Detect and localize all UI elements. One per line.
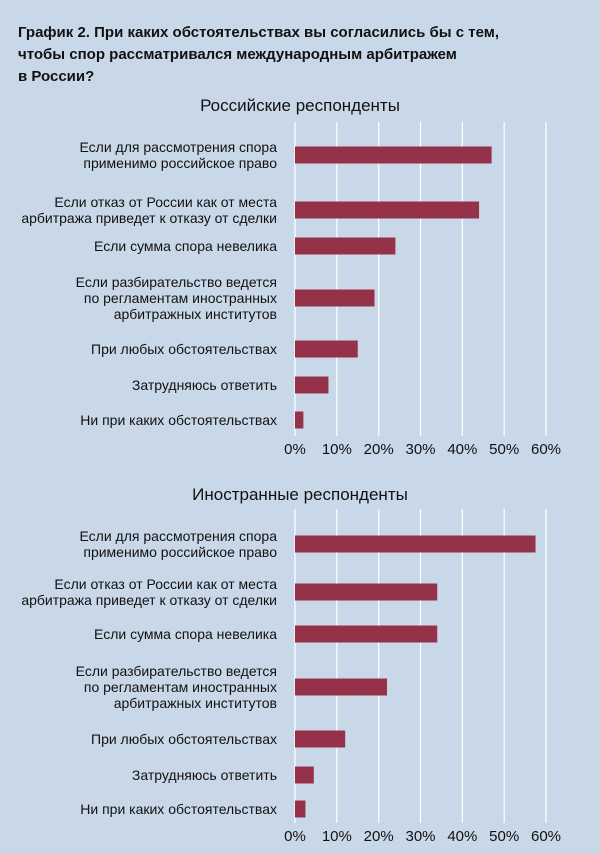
bar — [295, 289, 375, 307]
bar — [295, 583, 438, 601]
x-tick-label: 30% — [405, 441, 435, 458]
x-tick-label: 10% — [322, 828, 352, 845]
category-label: Если сумма спора невелика — [94, 626, 277, 642]
x-tick-label: 40% — [447, 441, 477, 458]
chart-foreign-respondents: 0% 10% 20% 30% 40% 50% 60% Если для рассмотрени… — [21, 509, 561, 845]
x-tick-label: 0% — [284, 441, 306, 458]
bar — [295, 535, 536, 553]
bar — [295, 237, 396, 255]
figure-title-line: в России? — [18, 68, 95, 85]
category-label: Если для рассмотрения спора применимо рос… — [80, 139, 278, 171]
bar — [295, 340, 358, 358]
chart-title-russian: Российские респонденты — [200, 96, 400, 115]
x-tick-label: 20% — [364, 441, 394, 458]
category-label: Если сумма спора невелика — [94, 238, 277, 254]
chart-russian-respondents: 0% 10% 20% 30% 40% 50% 60% Если для рассмотрени… — [21, 122, 561, 458]
x-tick-label: 0% — [284, 828, 306, 845]
chart-title-foreign: Иностранные респонденты — [192, 485, 408, 504]
bar — [295, 678, 388, 696]
bar — [295, 376, 329, 394]
x-tick-label: 30% — [405, 828, 435, 845]
x-tick-label: 50% — [489, 441, 519, 458]
x-tick-label: 10% — [322, 441, 352, 458]
category-label: Затрудняюсь ответить — [132, 377, 277, 393]
figure-title-line: График 2. При каких обстоятельствах вы с… — [18, 24, 499, 41]
x-tick-label: 60% — [531, 828, 561, 845]
category-label: При любых обстоятельствах — [91, 731, 277, 747]
bar — [295, 766, 314, 784]
category-label: Если разбирательство ведется по регламент… — [76, 274, 277, 322]
bar — [295, 800, 306, 818]
bar — [295, 201, 480, 219]
bar — [295, 730, 346, 748]
category-label: Если отказ от России как от места арбитра… — [21, 576, 277, 608]
category-label: Ни при каких обстоятельствах — [80, 801, 277, 817]
category-label: Если для рассмотрения спора применимо рос… — [80, 528, 278, 560]
figure-title: График 2. При каких обстоятельствах вы с… — [18, 22, 578, 88]
x-tick-label: 50% — [489, 828, 519, 845]
category-label: Если отказ от России как от места арбитра… — [21, 194, 277, 226]
category-label: При любых обстоятельствах — [91, 341, 277, 357]
bar — [295, 625, 438, 643]
bar — [295, 146, 492, 164]
x-tick-label: 60% — [531, 441, 561, 458]
figure-title-line: чтобы спор рассматривался международным … — [18, 46, 457, 63]
category-label: Затрудняюсь ответить — [132, 767, 277, 783]
x-tick-label: 20% — [364, 828, 394, 845]
bar — [295, 411, 304, 429]
category-label: Если разбирательство ведется по регламент… — [76, 663, 277, 711]
x-tick-label: 40% — [447, 828, 477, 845]
category-label: Ни при каких обстоятельствах — [80, 412, 277, 428]
